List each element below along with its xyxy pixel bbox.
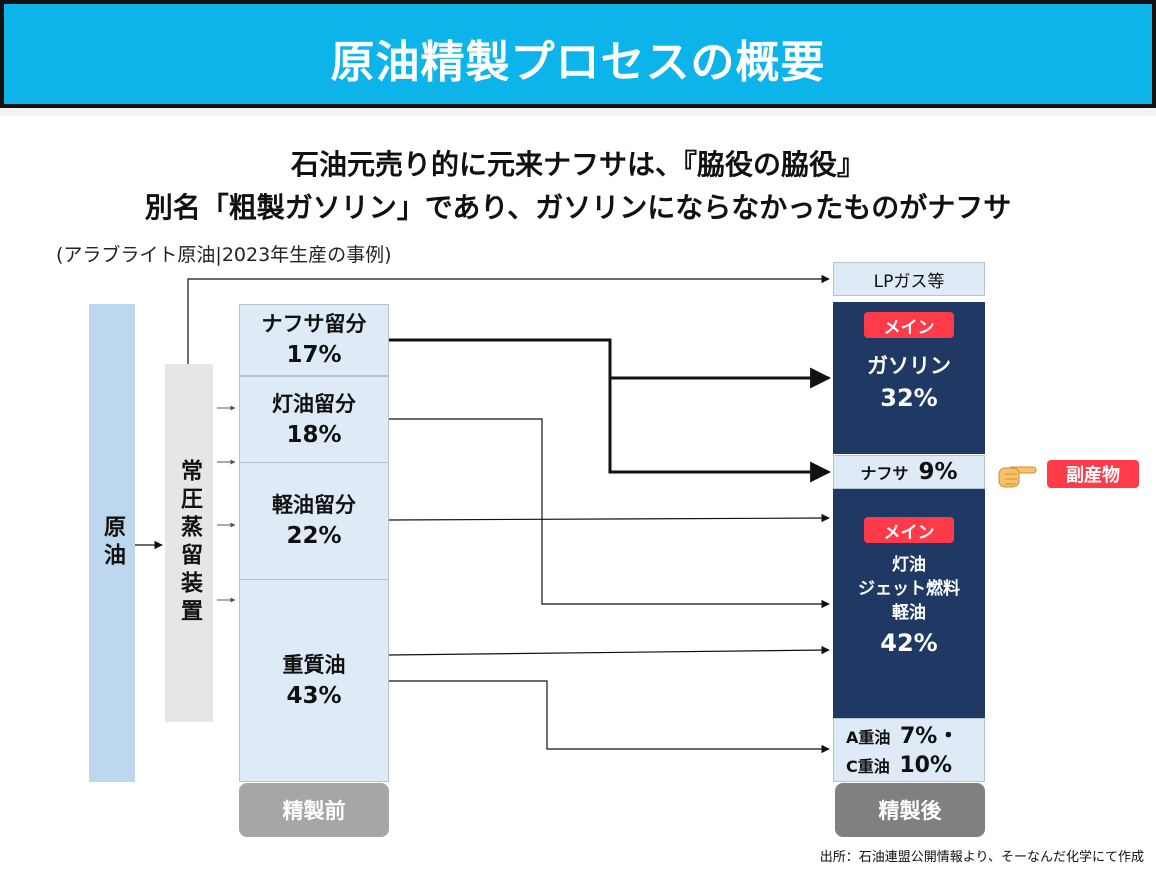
fraction-pct: 17% xyxy=(286,342,342,368)
crude-oil-label: 原油 xyxy=(100,515,125,571)
product-line1: 灯油 xyxy=(892,555,926,575)
fraction-name: 重質油 xyxy=(282,652,346,677)
before-refining-label: 精製前 xyxy=(239,783,389,837)
arrow-naphtha-gasoline xyxy=(389,338,832,389)
header-shadow xyxy=(0,108,1156,116)
product-name: ナフサ xyxy=(860,464,909,483)
main-badge: メイン xyxy=(864,312,954,338)
pointing-hand-icon xyxy=(998,466,1037,488)
distillation-unit-label: 常圧蒸留装置 xyxy=(177,459,202,627)
fraction-pct: 18% xyxy=(286,421,342,448)
fraction-gasoil: 軽油留分 22% xyxy=(239,462,389,580)
arrow-heavy-middle xyxy=(388,645,830,656)
product-pct: 32% xyxy=(880,384,938,412)
fraction-kerosene: 灯油留分 18% xyxy=(239,376,389,463)
main-badge: メイン xyxy=(864,517,954,543)
subtitle-line1: 石油元売り的に元来ナフサは、『脇役の脇役』 xyxy=(290,148,865,181)
product-name: ガソリン xyxy=(867,354,951,378)
product-c-pct: 10% xyxy=(899,753,952,778)
product-pct: 9% xyxy=(918,459,958,485)
product-naphtha: ナフサ 9% xyxy=(833,455,985,489)
fraction-naphtha: ナフサ留分 17% xyxy=(239,304,389,376)
distillation-unit: 常圧蒸留装置 xyxy=(165,364,213,722)
product-line2: ジェット燃料 xyxy=(858,579,960,599)
source-note: 出所：石油連盟公開情報より、そーなんだ化学にて作成 xyxy=(819,850,1144,865)
product-a-pct: 7%・ xyxy=(899,724,960,749)
product-c-name: C重油 xyxy=(846,757,890,776)
arrow-kerosene-middle xyxy=(389,418,830,609)
page-title: 原油精製プロセスの概要 xyxy=(330,37,826,88)
product-middle-distillates: メイン 灯油 ジェット燃料 軽油 42% xyxy=(833,489,985,718)
subtitle-line2: 別名「粗製ガソリン」であり、ガソリンにならなかったものがナフサ xyxy=(144,191,1012,224)
arrow-naphtha-naphtha xyxy=(608,378,832,483)
fraction-name: 軽油留分 xyxy=(272,493,356,517)
product-pct: 42% xyxy=(880,629,938,657)
fraction-name: 灯油留分 xyxy=(272,391,356,416)
fraction-pct: 22% xyxy=(286,523,342,549)
after-refining-label: 精製後 xyxy=(835,783,985,837)
product-gasoline: メイン ガソリン 32% xyxy=(833,302,985,454)
product-lpg: LPガス等 xyxy=(833,262,985,296)
arrow-gasoil-middle xyxy=(388,513,830,523)
product-heavy-fuel: A重油 7%・ C重油 10% xyxy=(833,718,985,782)
fraction-heavy: 重質油 43% xyxy=(239,579,389,782)
fraction-name: ナフサ留分 xyxy=(261,312,367,336)
arrow-heavy-fueloil xyxy=(389,680,830,754)
byproduct-badge: 副産物 xyxy=(1047,460,1139,488)
arrow-to-lpg xyxy=(187,274,830,364)
crude-oil-box: 原油 xyxy=(89,304,135,782)
data-note: (アラブライト原油|2023年生産の事例) xyxy=(56,244,392,266)
header-banner: 原油精製プロセスの概要 xyxy=(0,0,1156,108)
fraction-pct: 43% xyxy=(286,682,342,709)
product-line3: 軽油 xyxy=(892,603,926,623)
product-a-name: A重油 xyxy=(846,728,891,747)
